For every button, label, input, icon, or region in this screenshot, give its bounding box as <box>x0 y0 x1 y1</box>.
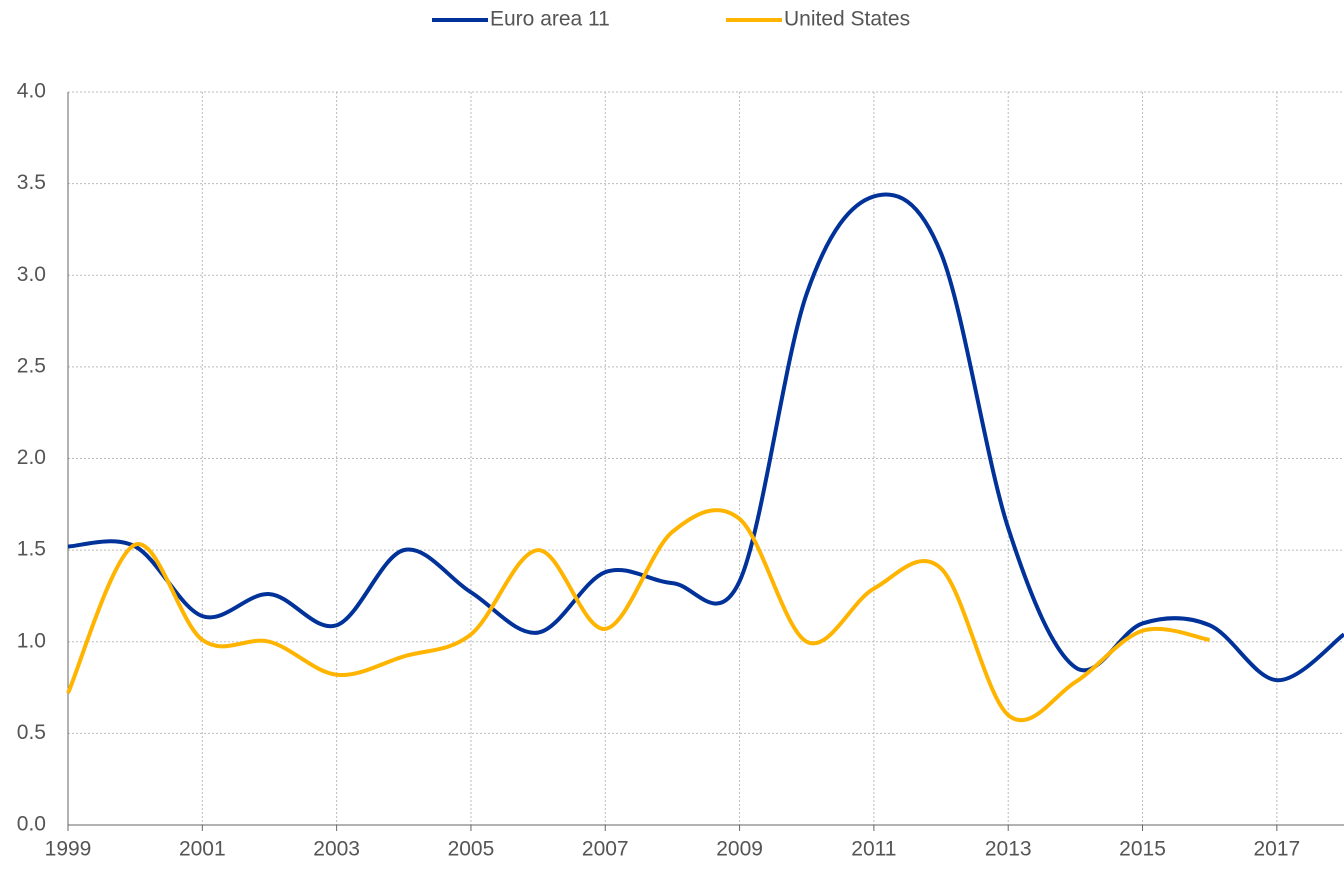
x-tick-label: 1999 <box>45 838 92 861</box>
legend-label: Euro area 11 <box>490 8 610 31</box>
y-tick-label: 2.0 <box>17 446 46 469</box>
series-line <box>66 508 1211 723</box>
y-tick-label: 1.0 <box>17 629 46 652</box>
x-tick-label: 2009 <box>716 838 763 861</box>
y-tick-label: 0.0 <box>17 813 46 836</box>
x-tick-label: 2017 <box>1253 838 1300 861</box>
x-tick-label: 2015 <box>1119 838 1166 861</box>
x-tick-label: 2013 <box>985 838 1032 861</box>
y-tick-label: 3.0 <box>17 263 46 286</box>
legend-label: United States <box>784 8 910 31</box>
x-tick-label: 2007 <box>582 838 629 861</box>
y-tick-label: 4.0 <box>17 80 46 103</box>
y-tick-label: 2.5 <box>17 354 46 377</box>
x-tick-label: 2001 <box>179 838 226 861</box>
y-tick-label: 1.5 <box>17 538 46 561</box>
series-line <box>67 192 1344 683</box>
y-tick-label: 0.5 <box>17 721 46 744</box>
x-tick-label: 2005 <box>448 838 495 861</box>
x-tick-label: 2011 <box>851 838 896 861</box>
x-tick-label: 2003 <box>313 838 360 861</box>
y-tick-label: 3.5 <box>17 171 46 194</box>
